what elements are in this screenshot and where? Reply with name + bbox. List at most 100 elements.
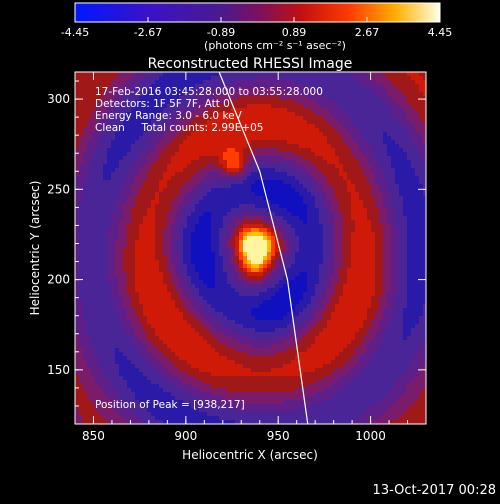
- heatmap-cell: [83, 276, 87, 280]
- heatmap-cell: [127, 152, 131, 156]
- heatmap-cell: [299, 260, 303, 264]
- heatmap-cell: [271, 136, 275, 140]
- heatmap-cell: [211, 200, 215, 204]
- heatmap-cell: [175, 240, 179, 244]
- heatmap-cell: [195, 76, 199, 80]
- heatmap-cell: [147, 412, 151, 416]
- heatmap-cell: [271, 232, 275, 236]
- heatmap-cell: [191, 208, 195, 212]
- heatmap-cell: [143, 260, 147, 264]
- heatmap-cell: [127, 296, 131, 300]
- heatmap-cell: [223, 204, 227, 208]
- heatmap-cell: [179, 312, 183, 316]
- heatmap-cell: [187, 368, 191, 372]
- heatmap-cell: [207, 256, 211, 260]
- heatmap-cell: [279, 388, 283, 392]
- heatmap-cell: [135, 288, 139, 292]
- heatmap-cell: [211, 336, 215, 340]
- heatmap-cell: [219, 356, 223, 360]
- heatmap-cell: [231, 204, 235, 208]
- heatmap-cell: [99, 236, 103, 240]
- heatmap-cell: [175, 284, 179, 288]
- heatmap-cell: [223, 140, 227, 144]
- heatmap-cell: [175, 296, 179, 300]
- heatmap-cell: [119, 156, 123, 160]
- heatmap-cell: [183, 360, 187, 364]
- heatmap-cell: [251, 276, 255, 280]
- heatmap-cell: [75, 292, 79, 296]
- heatmap-cell: [115, 304, 119, 308]
- heatmap-cell: [267, 376, 271, 380]
- heatmap-cell: [103, 240, 107, 244]
- heatmap-cell: [87, 308, 91, 312]
- heatmap-cell: [151, 200, 155, 204]
- heatmap-cell: [275, 164, 279, 168]
- heatmap-cell: [83, 412, 87, 416]
- heatmap-cell: [171, 288, 175, 292]
- heatmap-cell: [135, 316, 139, 320]
- heatmap-cell: [255, 340, 259, 344]
- heatmap-cell: [183, 180, 187, 184]
- heatmap-cell: [255, 324, 259, 328]
- heatmap-cell: [163, 172, 167, 176]
- heatmap-cell: [267, 120, 271, 124]
- heatmap-cell: [259, 136, 263, 140]
- heatmap-cell: [275, 336, 279, 340]
- heatmap-cell: [163, 152, 167, 156]
- heatmap-cell: [127, 312, 131, 316]
- heatmap-cell: [75, 88, 79, 92]
- heatmap-cell: [159, 412, 163, 416]
- heatmap-cell: [119, 80, 123, 84]
- heatmap-cell: [83, 288, 87, 292]
- heatmap-cell: [151, 368, 155, 372]
- heatmap-cell: [143, 324, 147, 328]
- heatmap-cell: [167, 240, 171, 244]
- heatmap-cell: [207, 168, 211, 172]
- heatmap-cell: [195, 268, 199, 272]
- heatmap-cell: [163, 244, 167, 248]
- heatmap-cell: [79, 108, 83, 112]
- heatmap-cell: [75, 308, 79, 312]
- heatmap-cell: [279, 132, 283, 136]
- heatmap-cell: [171, 232, 175, 236]
- heatmap-cell: [231, 148, 235, 152]
- heatmap-cell: [107, 280, 111, 284]
- heatmap-cell: [275, 256, 279, 260]
- heatmap-cell: [147, 416, 151, 420]
- heatmap-cell: [239, 384, 243, 388]
- heatmap-cell: [167, 224, 171, 228]
- heatmap-cell: [115, 364, 119, 368]
- heatmap-cell: [147, 136, 151, 140]
- heatmap-cell: [279, 284, 283, 288]
- heatmap-cell: [99, 192, 103, 196]
- heatmap-cell: [131, 252, 135, 256]
- heatmap-cell: [95, 284, 99, 288]
- heatmap-cell: [107, 228, 111, 232]
- heatmap-cell: [219, 184, 223, 188]
- heatmap-cell: [151, 316, 155, 320]
- heatmap-cell: [251, 280, 255, 284]
- heatmap-cell: [219, 360, 223, 364]
- heatmap-cell: [159, 264, 163, 268]
- heatmap-cell: [291, 248, 295, 252]
- heatmap-cell: [239, 180, 243, 184]
- heatmap-cell: [99, 144, 103, 148]
- heatmap-cell: [223, 352, 227, 356]
- heatmap-cell: [207, 72, 211, 76]
- heatmap-cell: [267, 272, 271, 276]
- heatmap-cell: [167, 176, 171, 180]
- heatmap-cell: [255, 372, 259, 376]
- heatmap-cell: [203, 280, 207, 284]
- heatmap-cell: [275, 352, 279, 356]
- heatmap-cell: [151, 160, 155, 164]
- heatmap-cell: [119, 180, 123, 184]
- heatmap-cell: [147, 80, 151, 84]
- heatmap-cell: [135, 188, 139, 192]
- heatmap-cell: [227, 168, 231, 172]
- heatmap-cell: [83, 324, 87, 328]
- heatmap-cell: [83, 300, 87, 304]
- heatmap-cell: [203, 164, 207, 168]
- heatmap-cell: [275, 204, 279, 208]
- heatmap-cell: [167, 316, 171, 320]
- heatmap-cell: [75, 416, 79, 420]
